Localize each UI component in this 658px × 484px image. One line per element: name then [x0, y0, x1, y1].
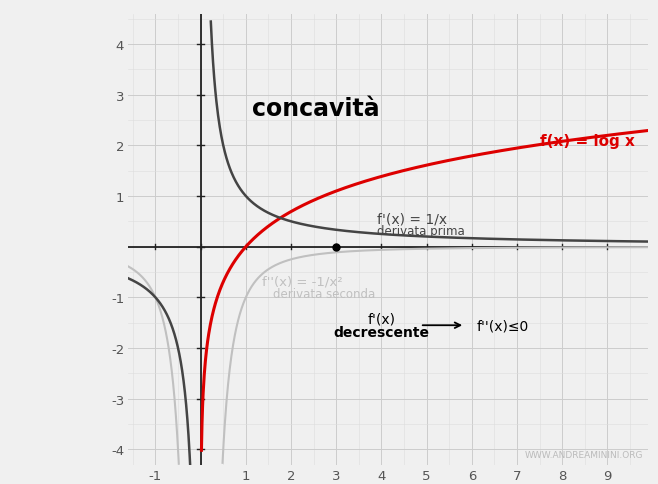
- Text: f(x) = log x: f(x) = log x: [540, 134, 634, 149]
- Text: f''(x) = -1/x²: f''(x) = -1/x²: [262, 275, 342, 288]
- Text: WWW.ANDREAMININI.ORG: WWW.ANDREAMININI.ORG: [524, 450, 643, 459]
- Text: decrescente: decrescente: [334, 325, 430, 339]
- Text: f'(x) = 1/x: f'(x) = 1/x: [377, 212, 447, 227]
- Text: f''(x)≤0: f''(x)≤0: [476, 318, 528, 333]
- Text: f'(x): f'(x): [367, 312, 395, 326]
- Text: derivata seconda: derivata seconda: [273, 287, 375, 300]
- Text: concavità: concavità: [251, 97, 379, 121]
- Text: derivata prima: derivata prima: [377, 225, 465, 238]
